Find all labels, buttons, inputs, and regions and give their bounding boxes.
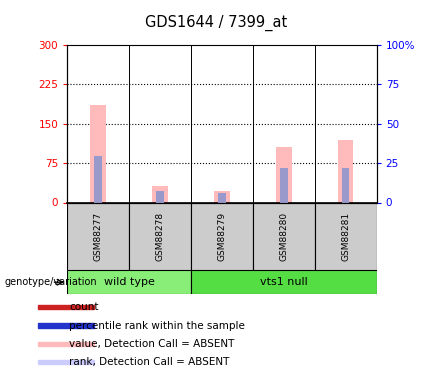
Text: GSM88277: GSM88277 <box>94 211 103 261</box>
Bar <box>191 202 253 270</box>
Bar <box>315 202 377 270</box>
Text: vts1 null: vts1 null <box>260 277 308 287</box>
Text: GSM88281: GSM88281 <box>341 211 350 261</box>
Text: value, Detection Call = ABSENT: value, Detection Call = ABSENT <box>69 339 235 349</box>
Text: wild type: wild type <box>103 277 155 287</box>
Bar <box>191 270 377 294</box>
Bar <box>38 342 94 346</box>
Bar <box>90 105 106 202</box>
Text: GSM88279: GSM88279 <box>217 211 226 261</box>
Bar <box>276 147 291 202</box>
Bar <box>253 202 315 270</box>
Bar <box>94 156 102 203</box>
Bar <box>129 202 191 270</box>
Bar <box>156 191 164 202</box>
Text: count: count <box>69 302 99 312</box>
Bar <box>38 360 94 364</box>
Bar <box>342 168 349 202</box>
Text: percentile rank within the sample: percentile rank within the sample <box>69 321 246 330</box>
Bar <box>67 270 191 294</box>
Text: GSM88278: GSM88278 <box>155 211 165 261</box>
Bar <box>214 191 229 202</box>
Text: rank, Detection Call = ABSENT: rank, Detection Call = ABSENT <box>69 357 230 367</box>
Bar <box>38 323 94 328</box>
Bar <box>152 186 168 202</box>
Text: GDS1644 / 7399_at: GDS1644 / 7399_at <box>145 15 288 31</box>
Bar <box>280 168 288 202</box>
Bar <box>338 140 353 202</box>
Text: GSM88280: GSM88280 <box>279 211 288 261</box>
Bar <box>38 305 94 309</box>
Bar <box>67 202 129 270</box>
Text: genotype/variation: genotype/variation <box>4 277 97 287</box>
Bar <box>218 193 226 202</box>
